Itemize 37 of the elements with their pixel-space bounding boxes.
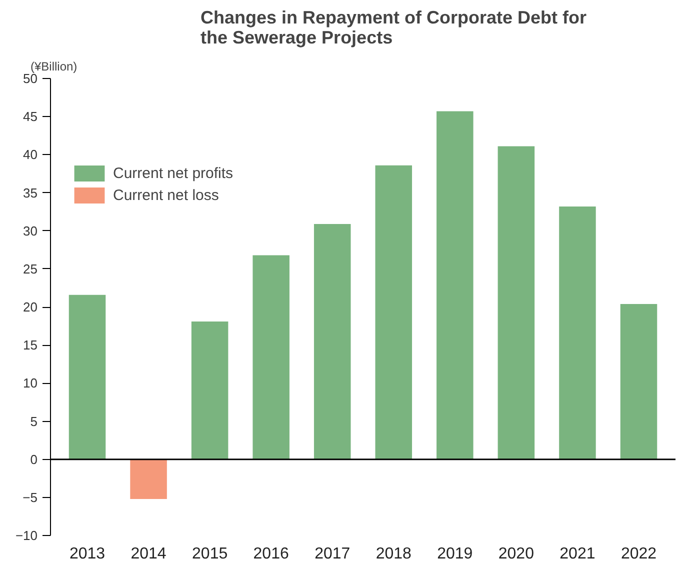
y-tick-label: −5 xyxy=(22,490,38,505)
x-tick-label: 2014 xyxy=(130,546,166,561)
x-tick-label: 2013 xyxy=(69,546,106,561)
y-tick-label: 40 xyxy=(23,147,38,162)
bar xyxy=(191,321,228,460)
bar xyxy=(559,206,596,460)
bar xyxy=(375,165,412,460)
bar xyxy=(130,459,167,499)
bar xyxy=(252,255,290,460)
y-tick-label: 35 xyxy=(23,185,38,200)
bar xyxy=(68,294,106,460)
x-tick-label: 2018 xyxy=(376,546,412,561)
bar xyxy=(498,146,535,460)
x-tick-label: 2020 xyxy=(498,546,534,561)
bar xyxy=(314,224,351,460)
chart-title: Changes in Repayment of Corporate Debt for the Sewerage Projects xyxy=(200,8,587,48)
x-tick-label: 2017 xyxy=(314,546,350,561)
y-tick-label: 0 xyxy=(30,452,38,467)
y-tick-label: 50 xyxy=(23,71,38,86)
y-tick-label: 5 xyxy=(30,414,38,429)
y-tick-label: 15 xyxy=(23,338,38,353)
bar xyxy=(620,304,658,460)
x-tick-label: 2016 xyxy=(253,546,289,561)
y-tick-label: 10 xyxy=(23,376,38,391)
y-tick-label: 20 xyxy=(23,300,38,314)
x-tick-label: 2022 xyxy=(620,546,657,561)
bar xyxy=(436,111,474,460)
y-axis-title: (¥Billion) xyxy=(30,60,78,74)
y-tick-label: 30 xyxy=(23,223,38,238)
x-tick-label: 2015 xyxy=(192,546,228,561)
legend-label: Current net loss xyxy=(113,186,219,204)
y-tick-label: −10 xyxy=(15,528,38,543)
x-tick-label: 2019 xyxy=(437,546,473,561)
y-tick-label: 45 xyxy=(23,109,38,124)
y-tick-label: 25 xyxy=(23,261,38,276)
x-tick-label: 2021 xyxy=(560,546,596,561)
legend-label: Current net profits xyxy=(113,164,234,182)
